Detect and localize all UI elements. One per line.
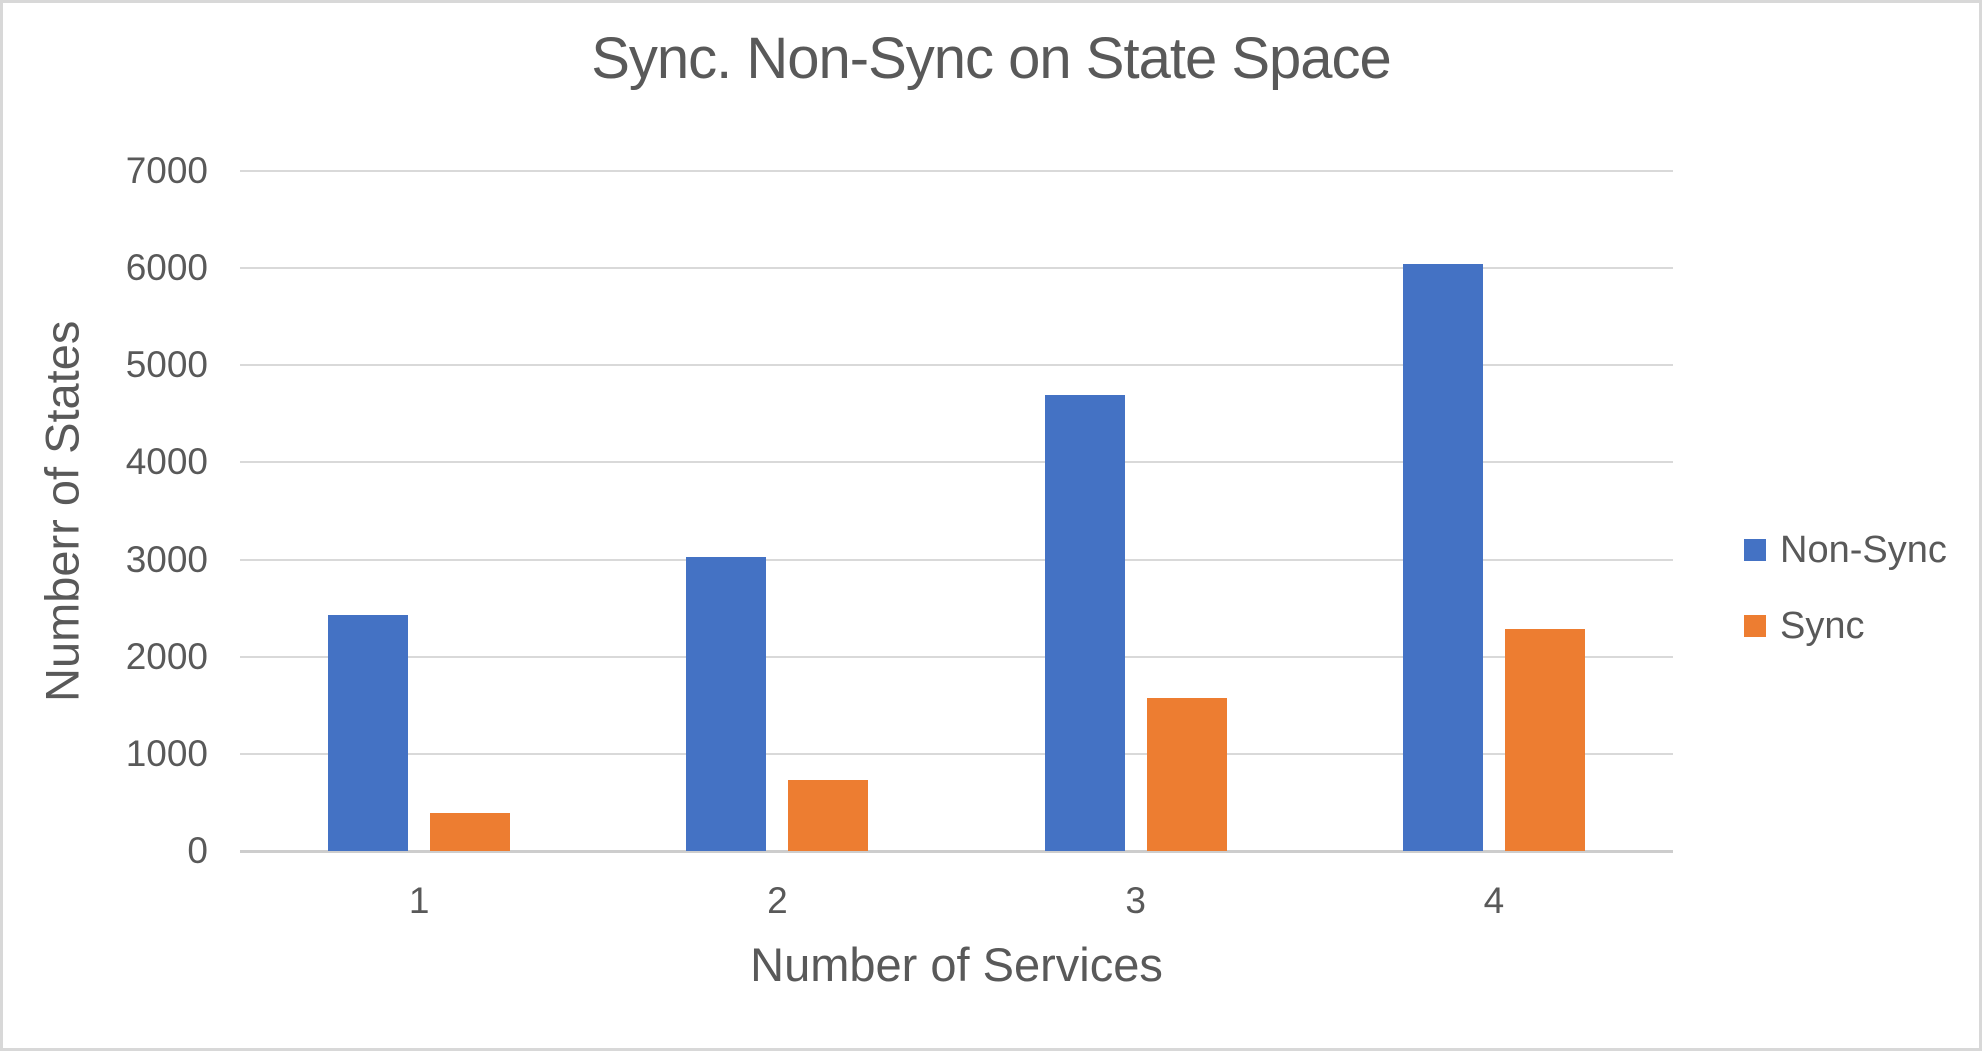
legend-label: Non-Sync [1780, 528, 1947, 571]
y-axis-tick-labels: 0 1000 2000 3000 4000 5000 6000 7000 [43, 150, 208, 871]
x-axis-title: Number of Services [750, 938, 1163, 991]
x-tick-label: 4 [1483, 880, 1505, 921]
x-axis-line [240, 850, 1673, 853]
y-tick-label: 4000 [125, 441, 208, 483]
chart-title: Sync. Non-Sync on State Space [591, 26, 1392, 91]
x-tick-label: 2 [767, 880, 788, 921]
y-tick-label: 5000 [125, 344, 208, 386]
gridline [240, 461, 1673, 464]
legend-swatch-non-sync [1744, 539, 1766, 561]
gridline [240, 752, 1673, 755]
bar-non-sync-1 [328, 615, 409, 851]
y-tick-label: 6000 [125, 247, 208, 289]
legend-label: Sync [1780, 604, 1865, 647]
bar-sync-3 [1146, 698, 1227, 851]
gridline [240, 170, 1673, 172]
gridline [240, 267, 1673, 270]
x-tick-label: 3 [1125, 880, 1146, 921]
gridline [240, 364, 1673, 367]
legend: Non-Sync Sync [1744, 528, 1947, 680]
y-tick-label: 7000 [125, 150, 208, 191]
bar-non-sync-2 [686, 557, 767, 851]
bar-sync-4 [1504, 629, 1585, 851]
y-tick-label: 2000 [125, 635, 208, 677]
gridline [240, 655, 1673, 658]
x-tick-label: 1 [408, 880, 430, 921]
legend-item-sync: Sync [1744, 604, 1947, 648]
legend-item-non-sync: Non-Sync [1744, 528, 1947, 572]
y-tick-label: 3000 [125, 538, 208, 580]
gridline [240, 558, 1673, 561]
y-tick-label: 1000 [125, 732, 208, 774]
bar-sync-2 [788, 780, 869, 851]
bar-sync-1 [430, 813, 511, 851]
y-tick-label: 0 [187, 830, 208, 871]
bar-non-sync-3 [1044, 395, 1125, 851]
legend-swatch-sync [1744, 615, 1766, 637]
plot-area [240, 170, 1673, 853]
x-axis-tick-labels: 1 2 3 4 [240, 879, 1673, 927]
bar-non-sync-4 [1402, 264, 1483, 851]
